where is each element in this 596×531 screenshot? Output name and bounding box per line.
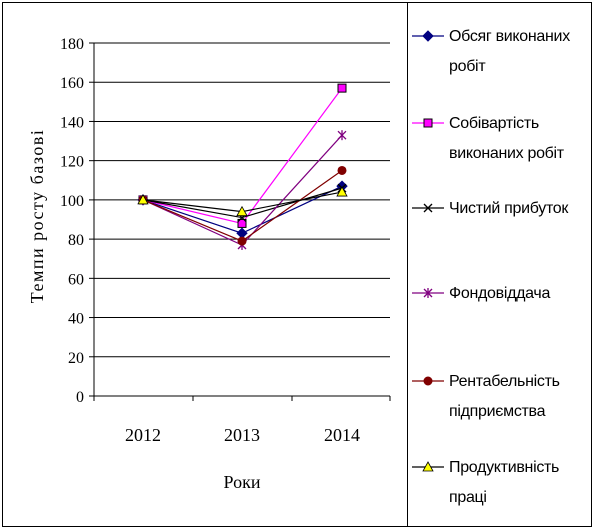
legend: Обсяг виконаних робіт Собівартість виконани…	[412, 28, 570, 506]
y-axis-title: Темпи росту базові	[27, 129, 47, 304]
legend-item: Чистий прибуток	[412, 200, 570, 217]
x-tick-label: 2013	[224, 425, 260, 445]
axis-labels: Темпи росту базові Роки 0 20 40 60 80 100 120 1…	[27, 36, 360, 492]
y-tick-label: 100	[60, 193, 84, 210]
legend-label: Продуктивність праці	[449, 459, 559, 506]
legend-item: Обсяг виконаних робіт	[412, 28, 570, 75]
legend-marker	[423, 118, 433, 128]
data-point	[236, 205, 248, 217]
series-lines	[137, 83, 348, 250]
chart-frame	[2, 2, 592, 527]
y-tick-label: 80	[68, 232, 84, 249]
data-point	[337, 165, 347, 175]
data-point	[137, 194, 149, 205]
legend-marker	[423, 203, 433, 213]
legend-label: Обсяг виконаних робіт	[449, 28, 570, 75]
legend-label: Собівартість виконаних робіт	[449, 115, 565, 162]
legend-item: Фондовіддача	[412, 285, 551, 302]
legend-item: Продуктивність праці	[412, 459, 559, 506]
legend-marker	[423, 376, 433, 386]
data-point	[237, 218, 247, 228]
legend-label: Чистий прибуток	[449, 200, 569, 217]
legend-marker	[423, 288, 433, 298]
y-tick-label: 60	[68, 271, 84, 288]
legend-item: Рентабельність підприємства	[412, 373, 560, 420]
x-tick-label: 2014	[324, 425, 360, 445]
legend-item: Собівартість виконаних робіт	[412, 115, 565, 162]
data-point	[337, 130, 347, 141]
y-tick-label: 120	[60, 154, 84, 171]
data-point	[336, 186, 348, 197]
legend-divider	[407, 3, 408, 526]
y-tick-label: 40	[68, 311, 84, 328]
y-tick-label: 20	[68, 350, 84, 367]
y-tick-label: 160	[60, 75, 84, 92]
legend-marker	[422, 461, 434, 472]
y-tick-label: 0	[76, 389, 84, 406]
y-tick-label: 180	[60, 36, 84, 53]
x-axis-title: Роки	[224, 472, 261, 492]
legend-marker	[422, 30, 434, 42]
y-tick-label: 140	[60, 114, 84, 131]
legend-label: Рентабельність підприємства	[449, 373, 560, 420]
x-tick-label: 2012	[125, 425, 161, 445]
data-point	[237, 236, 247, 246]
legend-label: Фондовіддача	[449, 285, 550, 302]
data-point	[337, 83, 347, 93]
axes	[89, 42, 391, 401]
